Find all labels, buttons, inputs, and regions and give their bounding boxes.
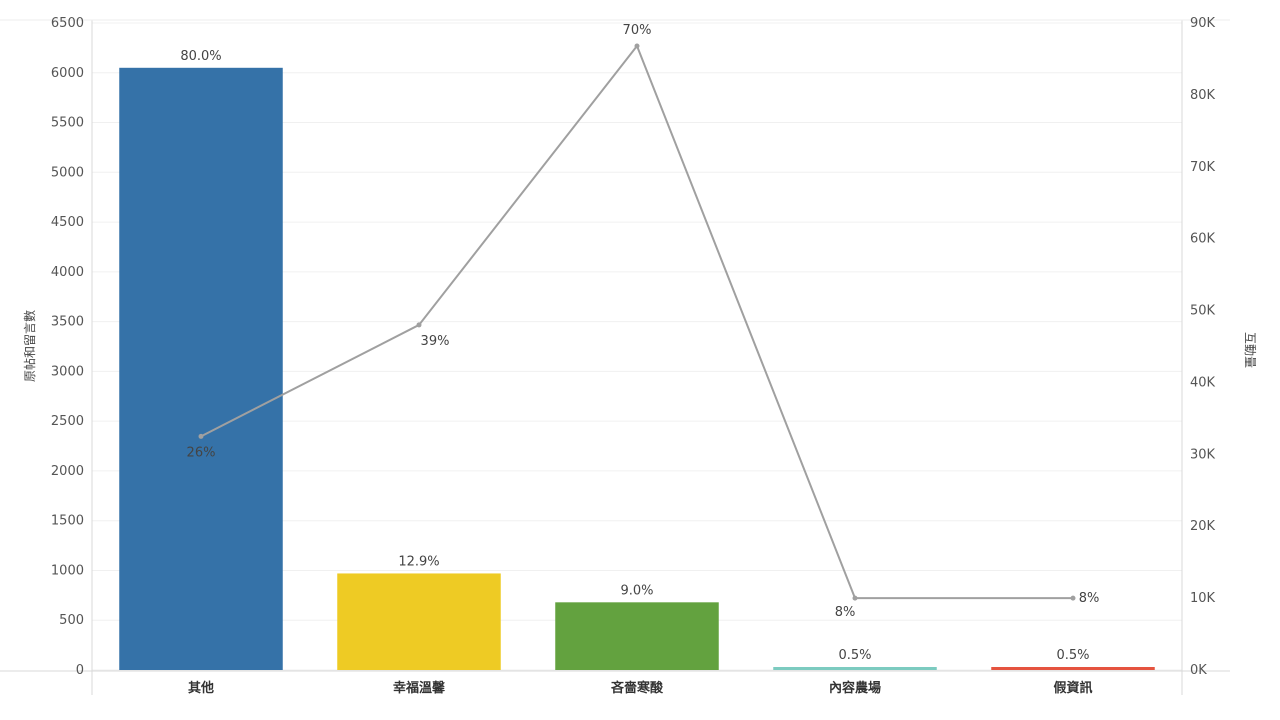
y2-axis-title: 互動量 <box>1243 332 1257 368</box>
y-tick-label: 3500 <box>51 315 84 330</box>
x-category-label: 吝嗇寒酸 <box>610 680 664 696</box>
line-value-label: 8% <box>835 605 856 620</box>
bar <box>119 67 283 671</box>
bar-value-label: 9.0% <box>620 583 653 598</box>
y2-tick-label: 20K <box>1190 519 1216 534</box>
y-tick-label: 3000 <box>51 364 84 379</box>
y-tick-label: 4500 <box>51 215 84 230</box>
line-value-label: 39% <box>421 334 450 349</box>
y-tick-label: 5000 <box>51 165 84 180</box>
line-value-label: 8% <box>1079 591 1100 606</box>
y2-tick-label: 10K <box>1190 591 1216 606</box>
x-category-label: 其他 <box>188 680 214 696</box>
y-tick-label: 0 <box>76 663 84 678</box>
y-tick-label: 6000 <box>51 66 84 81</box>
y-tick-label: 4000 <box>51 265 84 280</box>
y-tick-label: 1500 <box>51 514 84 529</box>
bars-group <box>119 67 1155 671</box>
line-labels-group: 26% 39% 70% 8% 8% <box>187 23 1100 620</box>
y2-tick-label: 90K <box>1190 16 1216 31</box>
y2-tick-label: 50K <box>1190 304 1216 319</box>
line-point <box>852 595 858 601</box>
y2-tick-label: 60K <box>1190 232 1216 247</box>
y-tick-label: 500 <box>59 613 84 628</box>
y-tick-label: 1000 <box>51 563 84 578</box>
bar-value-label: 0.5% <box>838 648 871 663</box>
y2-tick-label: 40K <box>1190 375 1216 390</box>
axes-group <box>0 19 1230 695</box>
line-series-group <box>198 43 1076 601</box>
line-value-label: 26% <box>187 445 216 460</box>
bar-value-label: 80.0% <box>180 49 221 64</box>
y2-tick-label: 30K <box>1190 447 1216 462</box>
bar <box>337 573 501 670</box>
y-tick-label: 2000 <box>51 464 84 479</box>
y-tick-label: 5500 <box>51 116 84 131</box>
line-point <box>416 322 422 328</box>
y-axis-title: 原帖和留言數 <box>22 310 37 382</box>
y2-tick-label: 70K <box>1190 160 1216 175</box>
line-value-label: 70% <box>623 23 652 38</box>
bar-value-label: 12.9% <box>398 554 439 569</box>
y2-tick-label: 80K <box>1190 88 1216 103</box>
x-category-ticks: 其他 幸福溫馨 吝嗇寒酸 內容農場 假資訊 <box>188 680 1093 696</box>
line-point <box>634 43 640 49</box>
bar-value-label: 0.5% <box>1056 648 1089 663</box>
y-left-ticks: 0 500 1000 1500 2000 2500 3000 3500 4000 4500 5000… <box>51 16 84 678</box>
y-tick-label: 6500 <box>51 16 84 31</box>
x-category-label: 內容農場 <box>829 680 881 696</box>
line-point <box>1070 595 1076 601</box>
bar <box>991 667 1155 670</box>
x-category-label: 幸福溫馨 <box>393 680 446 696</box>
bar <box>555 602 719 670</box>
y-right-ticks: 0K 10K 20K 30K 40K 50K 60K 70K 80K 90K <box>1190 16 1216 678</box>
y-tick-label: 2500 <box>51 414 84 429</box>
line-point <box>198 433 204 439</box>
bar <box>773 667 937 670</box>
bar-labels-group: 80.0% 12.9% 9.0% 0.5% 0.5% <box>180 49 1089 663</box>
y2-tick-label: 0K <box>1190 663 1207 678</box>
x-category-label: 假資訊 <box>1053 680 1092 696</box>
